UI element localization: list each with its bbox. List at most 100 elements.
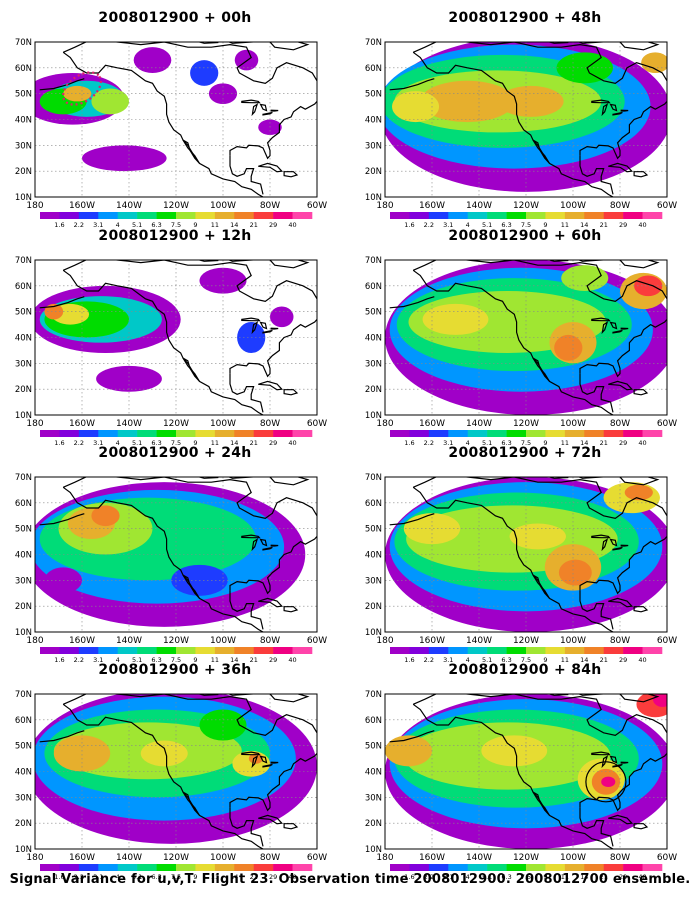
lat-tick-label: 60N <box>365 499 382 509</box>
lat-tick-label: 60N <box>365 64 382 74</box>
coastline-segment <box>269 42 310 51</box>
colorbar-level-label: 6.3 <box>501 439 511 447</box>
gridlines <box>35 477 317 632</box>
variance-contour <box>497 85 564 117</box>
coastline-segment <box>283 389 299 396</box>
lon-tick-label: 120W <box>163 636 189 646</box>
coastline-segment <box>241 317 261 322</box>
lon-tick-label: 120W <box>513 853 539 863</box>
colorbar-swatch <box>623 864 643 871</box>
coastline-segment <box>620 327 629 330</box>
colorbar-swatch <box>487 647 507 654</box>
colorbar-swatch <box>506 864 527 871</box>
coastline-segment <box>241 751 261 756</box>
lon-tick-label: 60W <box>657 201 677 211</box>
colorbar-swatch <box>487 864 507 871</box>
lon-tick-label: 100W <box>210 853 236 863</box>
colorbar-level-label: 9 <box>543 656 547 664</box>
lat-tick-label: 20N <box>365 819 382 829</box>
colorbar-swatch <box>545 864 566 871</box>
colorbar-swatch <box>98 430 119 437</box>
colorbar-swatch <box>59 212 80 219</box>
colorbar-swatch <box>545 647 566 654</box>
coastline-segment <box>241 99 261 104</box>
lon-tick-label: 140W <box>116 636 142 646</box>
lat-tick-label: 60N <box>365 282 382 292</box>
lon-tick-label: 100W <box>560 853 586 863</box>
colorbar-level-label: 6.3 <box>151 873 161 881</box>
coastline-segment <box>579 319 667 378</box>
lat-tick-label: 10N <box>365 845 382 855</box>
colorbar-swatch <box>642 212 663 219</box>
colorbar-swatch <box>156 430 177 437</box>
colorbar-swatch <box>564 864 585 871</box>
colorbar-level-label: 3.1 <box>443 439 453 447</box>
coastline-segment <box>609 755 618 764</box>
coastline-segment <box>579 373 614 413</box>
coastline-segment <box>62 694 317 736</box>
colorbar-swatch <box>409 647 430 654</box>
colorbar-swatch <box>428 647 449 654</box>
colorbar-level-label: 1.6 <box>404 221 414 229</box>
lon-tick-label: 100W <box>210 201 236 211</box>
colorbar-level-label: 14 <box>230 656 238 664</box>
lon-tick-label: 120W <box>163 419 189 429</box>
coastline-segment <box>283 606 299 613</box>
lat-tick-label: 10N <box>15 193 32 203</box>
variance-contour <box>392 91 440 123</box>
coastline-segment <box>619 477 660 486</box>
lat-tick-label: 70N <box>365 38 382 48</box>
lon-tick-label: 60W <box>307 419 327 429</box>
coastline-segment <box>591 99 611 104</box>
coastline-segment <box>591 534 611 539</box>
colorbar-swatch <box>506 647 527 654</box>
colorbar-swatch <box>526 430 546 437</box>
lon-tick-label: 60W <box>307 636 327 646</box>
lat-tick-label: 10N <box>365 193 382 203</box>
colorbar-level-label: 14 <box>580 873 588 881</box>
panel-title: 2008012900 + 00h <box>5 10 345 26</box>
colorbar-swatch <box>98 647 119 654</box>
lon-tick-label: 160W <box>419 853 445 863</box>
lat-tick-label: 70N <box>15 690 32 700</box>
colorbar-swatch <box>584 430 605 437</box>
colorbar-level-label: 29 <box>269 656 277 664</box>
gridlines <box>385 260 667 415</box>
panel-title-text: 2008012900 + 36h <box>98 662 252 678</box>
coastline-segment <box>389 296 435 309</box>
coastline-segment <box>633 606 649 613</box>
gridlines <box>385 42 667 197</box>
lon-tick-label: 100W <box>560 201 586 211</box>
coastline-segment <box>532 357 550 382</box>
coastline-segment <box>619 42 660 51</box>
colorbar-swatch <box>137 864 157 871</box>
variance-contour <box>624 484 653 501</box>
lat-tick-label: 20N <box>365 167 382 177</box>
colorbar-swatch <box>409 212 430 219</box>
panel-title: 2008012900 + 72h <box>355 445 695 461</box>
colorbar-swatch <box>409 430 430 437</box>
coastline-segment <box>62 477 317 519</box>
lon-tick-label: 140W <box>466 419 492 429</box>
colorbar-swatch <box>584 864 605 871</box>
variance-contour <box>53 735 111 772</box>
coastline-segment <box>62 260 317 302</box>
variance-contour <box>63 85 92 102</box>
lon-tick-label: 140W <box>116 853 142 863</box>
lat-tick-label: 10N <box>365 411 382 421</box>
variance-contour <box>199 709 247 741</box>
lon-tick-label: 160W <box>69 853 95 863</box>
coastline-segment <box>412 486 614 632</box>
lat-tick-label: 30N <box>365 793 382 803</box>
colorbar-swatch <box>214 430 235 437</box>
colorbar-swatch <box>292 864 313 871</box>
forecast-panel-p48: 2008012900 + 48h 70N 60N 50N 40N 30N 20N 10N 180… <box>355 10 695 229</box>
colorbar-level-label: 3.1 <box>93 873 103 881</box>
coastline-segment <box>609 321 618 330</box>
colorbar-swatch <box>273 864 293 871</box>
lon-tick-label: 100W <box>560 419 586 429</box>
lon-tick-label: 180 <box>376 201 393 211</box>
